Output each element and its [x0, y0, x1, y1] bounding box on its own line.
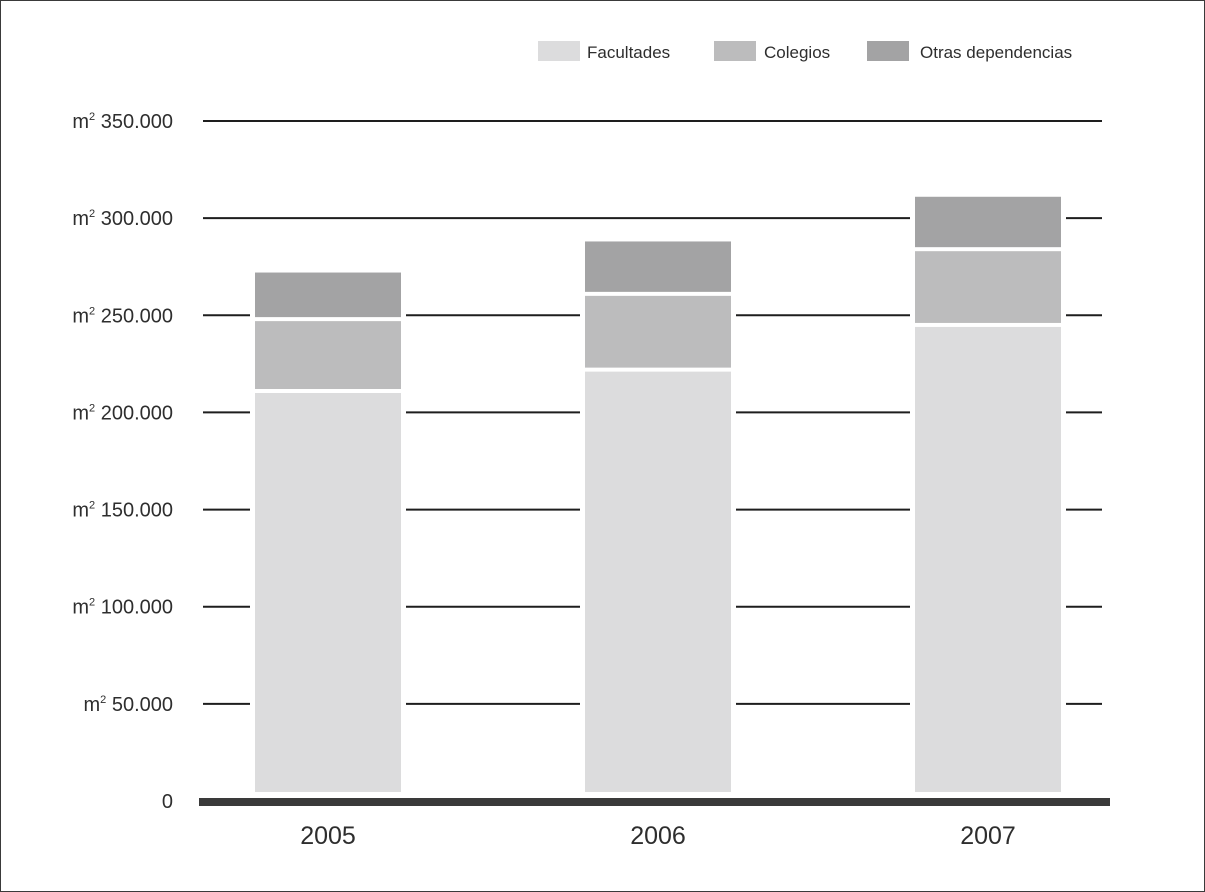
x-tick-label-2006: 2006	[630, 822, 686, 850]
bar-2006-colegios	[585, 295, 731, 368]
y-tick-label-4: m2 200.000	[72, 402, 173, 424]
bar-2005-colegios	[255, 321, 401, 389]
bar-2005-otras-dependencias	[255, 272, 401, 318]
legend-swatch-facultades	[538, 41, 580, 61]
legend-label-facultades: Facultades	[587, 43, 670, 62]
y-axis: 0 m2 50.000 m2 100.000 m2 150.000 m2 200.000…	[72, 111, 173, 813]
bar-2006-otras-dependencias	[585, 241, 731, 292]
bar-2005-facultades	[255, 393, 401, 792]
y-tick-label-3: m2 150.000	[72, 500, 173, 522]
y-tick-label-5: m2 250.000	[72, 305, 173, 327]
x-axis-baseline	[199, 798, 1110, 806]
legend: Facultades Colegios Otras dependencias	[538, 41, 1072, 62]
bar-2007-otras-dependencias	[915, 196, 1061, 248]
legend-swatch-colegios	[714, 41, 756, 61]
bar-2007-facultades	[915, 326, 1061, 792]
bars	[250, 194, 1066, 801]
y-tick-label-0: 0	[162, 791, 173, 813]
y-tick-label-2: m2 100.000	[72, 597, 173, 619]
legend-label-colegios: Colegios	[764, 43, 830, 62]
y-tick-label-1: m2 50.000	[83, 694, 173, 716]
x-axis: 2005 2006 2007	[199, 798, 1110, 850]
bar-2007-colegios	[915, 251, 1061, 323]
x-tick-label-2005: 2005	[300, 822, 356, 850]
x-tick-label-2007: 2007	[960, 822, 1016, 850]
y-tick-label-7: m2 350.000	[72, 111, 173, 133]
bar-2006-facultades	[585, 371, 731, 792]
y-tick-label-6: m2 300.000	[72, 208, 173, 230]
legend-swatch-otras-dependencias	[867, 41, 909, 61]
legend-label-otras-dependencias: Otras dependencias	[920, 43, 1072, 62]
